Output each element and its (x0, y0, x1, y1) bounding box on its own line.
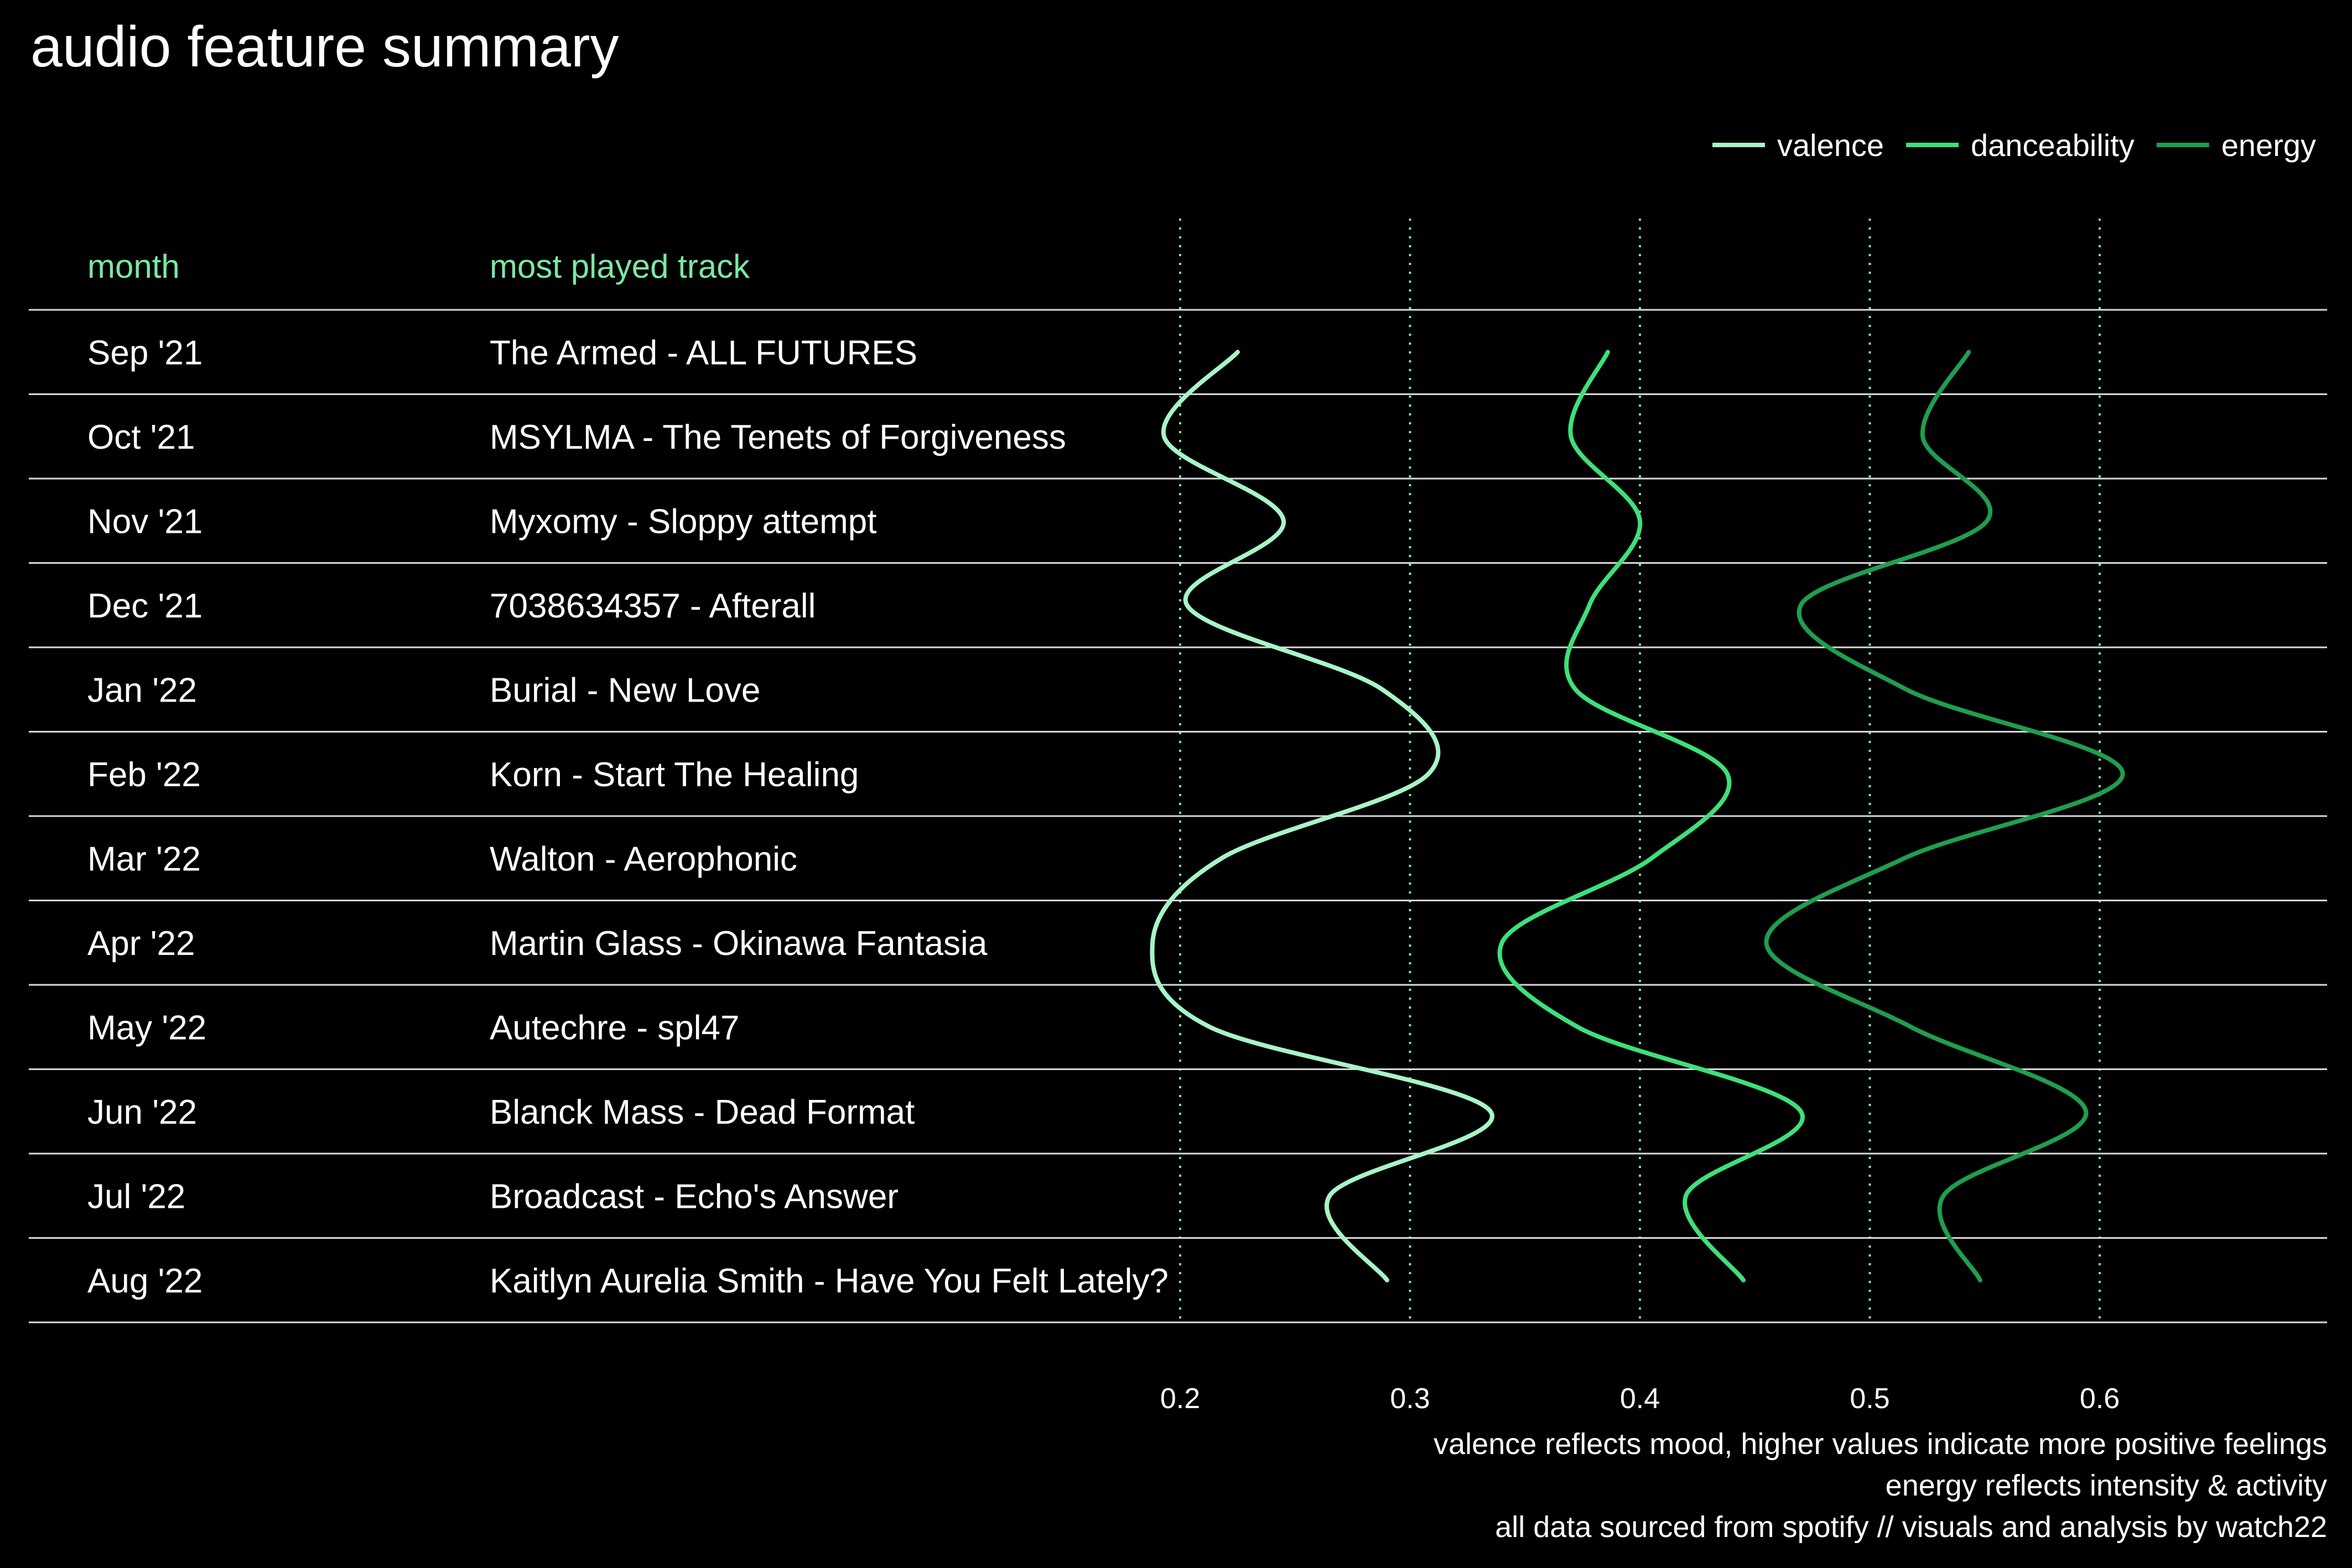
x-tick-label: 0.3 (1390, 1383, 1430, 1415)
month-label: Sep '21 (87, 334, 203, 372)
caption-line: energy reflects intensity & activity (1886, 1469, 2327, 1502)
track-label: Myxomy - Sloppy attempt (490, 502, 876, 541)
legend: energy danceability valence (1712, 128, 2316, 163)
track-label: 7038634357 - Afterall (490, 587, 816, 625)
month-label: Aug '22 (87, 1262, 203, 1300)
month-label: May '22 (87, 1009, 206, 1047)
track-label: Martin Glass - Okinawa Fantasia (490, 925, 988, 963)
x-tick-label: 0.5 (1850, 1383, 1889, 1415)
series-lines (1150, 350, 2125, 1283)
table-rows: Sep '21 The Armed - ALL FUTURES Oct '21 MSY… (29, 309, 2327, 1323)
series-line-valence (1150, 350, 1494, 1283)
track-label: The Armed - ALL FUTURES (490, 334, 917, 372)
legend-label-valence: valence (1777, 128, 1884, 163)
caption-line: valence reflects mood, higher values ind… (1434, 1427, 2327, 1461)
track-label: Walton - Aerophonic (490, 840, 797, 878)
track-label: Kaitlyn Aurelia Smith - Have You Felt La… (490, 1262, 1169, 1300)
legend-label-danceability: danceability (1971, 128, 2135, 163)
month-label: Feb '22 (87, 756, 201, 794)
track-label: Autechre - spl47 (490, 1009, 739, 1047)
month-label: Nov '21 (87, 502, 203, 541)
x-tick-label: 0.2 (1160, 1383, 1200, 1415)
month-label: Dec '21 (87, 587, 203, 625)
track-label: Korn - Start The Healing (490, 756, 859, 794)
x-axis-ticks: 0.2 0.3 0.4 0.5 0.6 (1160, 1383, 2120, 1415)
month-label: Jan '22 (87, 671, 197, 709)
track-label: Broadcast - Echo's Answer (490, 1177, 899, 1216)
x-tick-label: 0.6 (2080, 1383, 2120, 1415)
column-header-track: most played track (490, 248, 750, 285)
chart-title: audio feature summary (30, 15, 619, 79)
month-label: Jul '22 (87, 1177, 185, 1216)
month-label: Jun '22 (87, 1093, 197, 1131)
track-label: Burial - New Love (490, 671, 760, 709)
column-header-month: month (87, 248, 180, 285)
gridlines (1179, 219, 2101, 1320)
track-label: Blanck Mass - Dead Format (490, 1093, 915, 1131)
series-line-energy (1764, 350, 2125, 1283)
series-line-danceability (1497, 350, 1805, 1283)
captions: valence reflects mood, higher values ind… (1434, 1427, 2327, 1544)
month-label: Apr '22 (87, 925, 195, 963)
month-label: Mar '22 (87, 840, 201, 878)
x-tick-label: 0.4 (1620, 1383, 1660, 1415)
month-label: Oct '21 (87, 418, 195, 456)
track-label: MSYLMA - The Tenets of Forgiveness (490, 418, 1066, 456)
caption-line: all data sourced from spotify // visuals… (1495, 1510, 2327, 1544)
legend-label-energy: energy (2221, 128, 2316, 163)
